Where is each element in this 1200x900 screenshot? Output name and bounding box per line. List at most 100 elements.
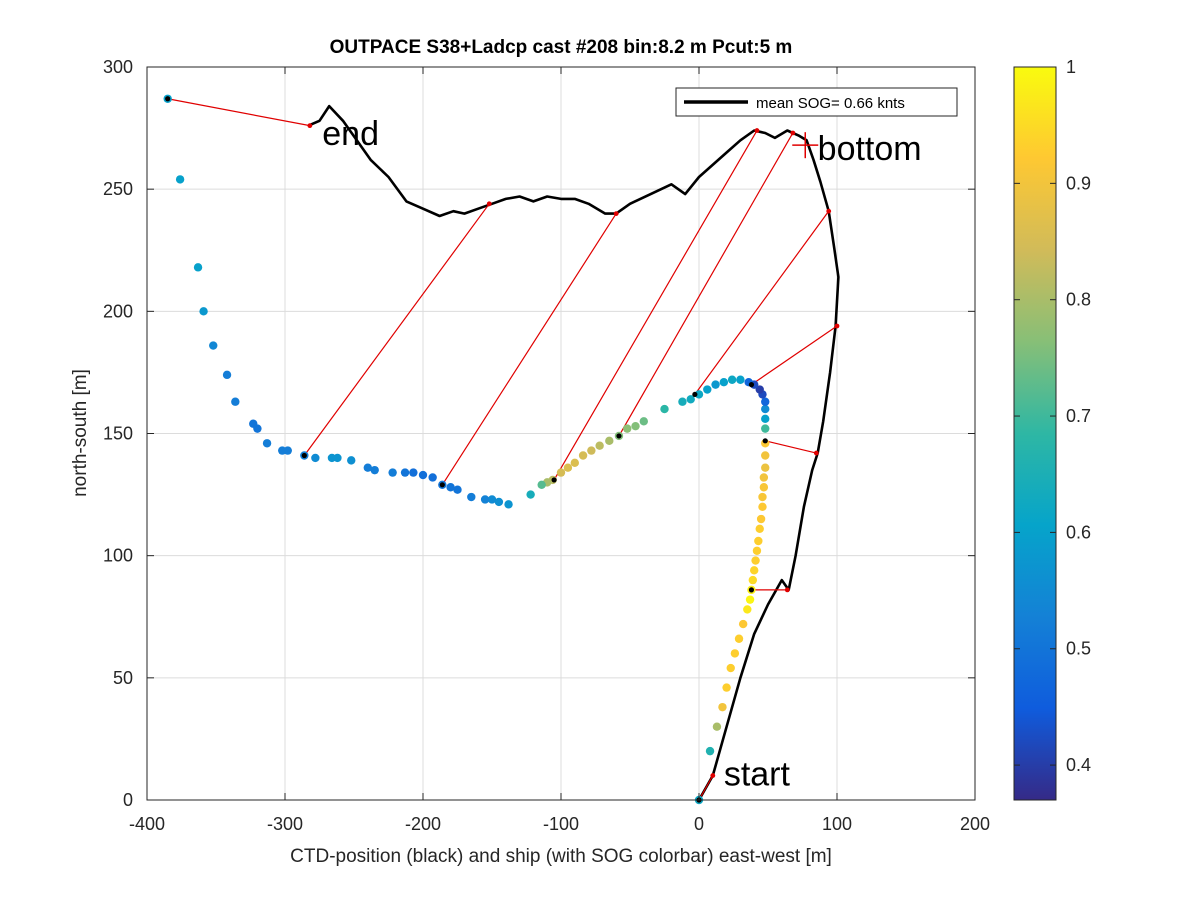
ship-point — [370, 465, 379, 475]
ship-point — [736, 375, 745, 384]
colorbar-ticks: 0.4 0.5 0.6 0.7 0.8 0.9 1 — [1014, 57, 1091, 775]
ship-point — [446, 483, 455, 492]
match-line — [441, 213, 617, 486]
ship-point — [761, 397, 770, 406]
y-tick-label: 150 — [103, 424, 133, 444]
ctd-match-marker — [307, 123, 313, 129]
ship-match-marker — [616, 433, 622, 439]
ship-point — [694, 390, 704, 399]
ship-point — [660, 404, 669, 414]
y-tick-label: 50 — [113, 668, 133, 688]
ship-point — [761, 463, 770, 472]
ship-match-marker — [762, 438, 768, 444]
colorbar-tick-label: 0.9 — [1066, 173, 1091, 193]
ship-point — [734, 634, 744, 643]
match-line — [751, 325, 838, 386]
y-tick-label: 250 — [103, 179, 133, 199]
ship-point — [756, 514, 766, 524]
ship-point — [678, 397, 687, 406]
match-line — [765, 440, 817, 454]
ship-point — [631, 421, 640, 431]
match-line — [694, 210, 830, 395]
ship-point — [755, 385, 764, 394]
ship-point — [761, 404, 770, 414]
ship-point — [758, 502, 767, 511]
ship-point — [719, 377, 729, 387]
ship-point — [537, 480, 546, 490]
match-line — [303, 203, 490, 456]
ship-point — [745, 595, 755, 604]
ship-point — [587, 446, 596, 455]
colorbar-tick-label: 1 — [1066, 57, 1076, 77]
ship-point — [199, 307, 208, 316]
ship-point — [727, 375, 737, 384]
ship-point — [639, 417, 648, 426]
ship-point — [761, 424, 770, 433]
y-axis-label: north-south [m] — [70, 369, 91, 497]
ship-point — [578, 451, 588, 460]
ship-point — [750, 566, 759, 575]
ship-point — [363, 463, 372, 472]
ctd-match-marker — [754, 128, 760, 133]
ship-point — [712, 722, 722, 731]
ship-point — [730, 649, 740, 658]
annotation-start: start — [724, 755, 791, 793]
ship-point — [453, 485, 462, 494]
ship-point — [388, 468, 397, 477]
y-tick-label: 100 — [103, 546, 133, 566]
ship-point — [193, 263, 203, 272]
ship-point — [748, 575, 758, 585]
y-tick-label: 200 — [103, 301, 133, 321]
y-tick-label: 0 — [123, 790, 133, 810]
ctd-ship-match-lines — [167, 98, 838, 801]
ship-point — [754, 536, 763, 546]
ship-point — [175, 175, 185, 184]
ship-point — [595, 441, 604, 450]
ship-match-marker — [439, 482, 445, 488]
colorbar-tick-label: 0.6 — [1066, 522, 1091, 542]
ctd-match-marker — [826, 208, 832, 214]
ship-point — [409, 468, 418, 477]
x-tick-label: -300 — [267, 814, 303, 834]
ship-match-marker — [551, 477, 557, 483]
ctd-track — [307, 104, 840, 801]
match-line — [167, 98, 310, 127]
ship-point — [480, 495, 490, 504]
ship-match-marker — [748, 587, 755, 593]
ctd-match-marker — [834, 323, 840, 329]
ctd-match-marker — [486, 201, 492, 207]
ship-point — [726, 663, 735, 673]
ship-point — [278, 446, 287, 455]
ship-point — [711, 380, 720, 389]
ship-point — [570, 458, 579, 468]
ship-point — [418, 470, 428, 480]
colorbar-tick-label: 0.5 — [1066, 639, 1091, 659]
colorbar-tick-label: 0.4 — [1066, 755, 1091, 775]
ship-point — [743, 605, 752, 614]
ship-point — [686, 395, 695, 404]
ship-point — [623, 424, 632, 433]
chart-title: OUTPACE S38+Ladcp cast #208 bin:8.2 m Pc… — [330, 37, 793, 58]
annotation-end: end — [322, 115, 379, 153]
ship-point — [758, 492, 767, 502]
ship-point — [563, 463, 573, 472]
ship-point — [722, 683, 731, 692]
ship-point — [428, 473, 437, 482]
ship-point — [494, 497, 504, 507]
x-tick-label: 0 — [694, 814, 704, 834]
ship-point — [487, 495, 497, 504]
ctd-match-marker — [790, 130, 796, 136]
legend: mean SOG= 0.66 knts — [675, 87, 958, 117]
ship-point — [705, 746, 715, 756]
ship-point — [759, 483, 769, 492]
legend-label: mean SOG= 0.66 knts — [756, 95, 905, 112]
match-line — [553, 130, 758, 481]
ctd-match-marker — [710, 773, 716, 778]
ship-point — [761, 451, 770, 460]
ship-match-marker — [165, 96, 171, 102]
ship-point — [755, 524, 764, 533]
ship-point — [262, 439, 272, 448]
ctd-match-marker — [813, 450, 819, 456]
ship-point — [751, 556, 760, 565]
